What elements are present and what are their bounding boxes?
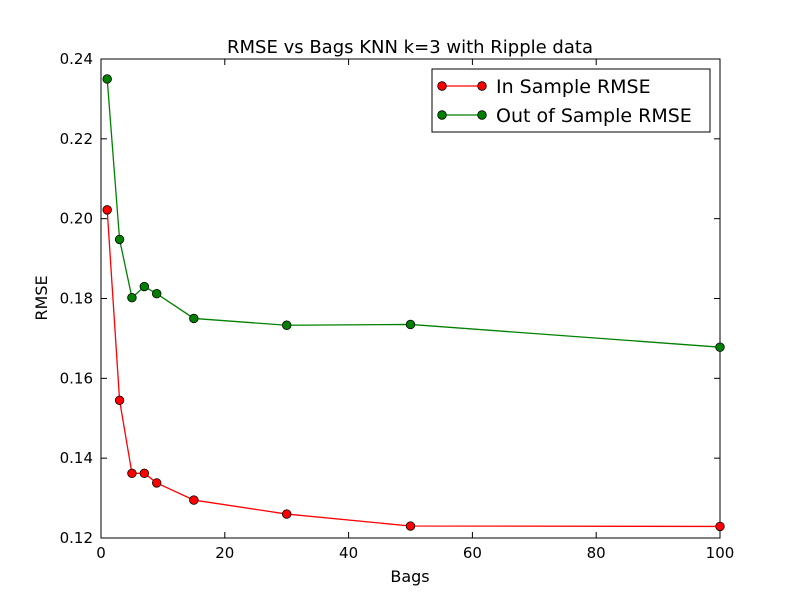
data-point-series-1 xyxy=(189,313,199,324)
y-tick-label: 0.16 xyxy=(60,369,93,387)
data-point-series-0 xyxy=(127,468,137,479)
legend-marker xyxy=(437,81,447,91)
legend: In Sample RMSE Out of Sample RMSE xyxy=(431,68,711,133)
data-point-series-0 xyxy=(715,521,725,532)
data-point-series-1 xyxy=(127,293,137,303)
y-tick-label: 0.20 xyxy=(60,210,93,228)
x-tick-label: 0 xyxy=(96,544,106,562)
data-point-series-0 xyxy=(152,478,162,488)
legend-marker xyxy=(437,110,447,120)
x-axis-label: Bags xyxy=(390,567,429,586)
legend-marker xyxy=(477,110,487,120)
data-point-series-1 xyxy=(114,234,125,245)
legend-entry-label: In Sample RMSE xyxy=(496,76,651,98)
legend-entry-label: Out of Sample RMSE xyxy=(496,105,692,127)
data-point-series-1 xyxy=(152,289,162,299)
chart-title: RMSE vs Bags KNN k=3 with Ripple data xyxy=(227,37,593,58)
data-point-series-1 xyxy=(282,320,292,330)
data-point-series-1 xyxy=(715,342,725,352)
y-axis-label: RMSE xyxy=(32,275,51,320)
data-point-series-0 xyxy=(102,205,112,215)
y-tick-label: 0.18 xyxy=(60,290,93,308)
data-point-series-1 xyxy=(405,319,416,330)
x-tick-label: 100 xyxy=(706,544,735,562)
legend-marker xyxy=(477,81,487,91)
y-tick-label: 0.14 xyxy=(60,449,93,467)
data-point-series-1 xyxy=(102,74,112,84)
data-point-series-0 xyxy=(189,495,199,505)
x-tick-label: 60 xyxy=(463,544,482,562)
legend-box xyxy=(431,68,711,133)
data-point-series-0 xyxy=(282,509,292,519)
y-tick-label: 0.24 xyxy=(60,50,93,68)
data-point-series-0 xyxy=(405,521,416,531)
x-tick-label: 80 xyxy=(587,544,606,562)
x-tick-label: 40 xyxy=(339,544,358,562)
y-tick-label: 0.22 xyxy=(60,130,93,148)
x-tick-label: 20 xyxy=(215,544,234,562)
data-point-series-1 xyxy=(139,281,150,292)
data-point-series-0 xyxy=(114,395,125,405)
data-point-series-0 xyxy=(139,468,150,479)
plot-area: 0 20 40 60 80 100 0.12 0.14 0.16 0.18 0.20 0.22 0.24 xyxy=(60,50,735,562)
y-tick-label: 0.12 xyxy=(60,529,93,547)
